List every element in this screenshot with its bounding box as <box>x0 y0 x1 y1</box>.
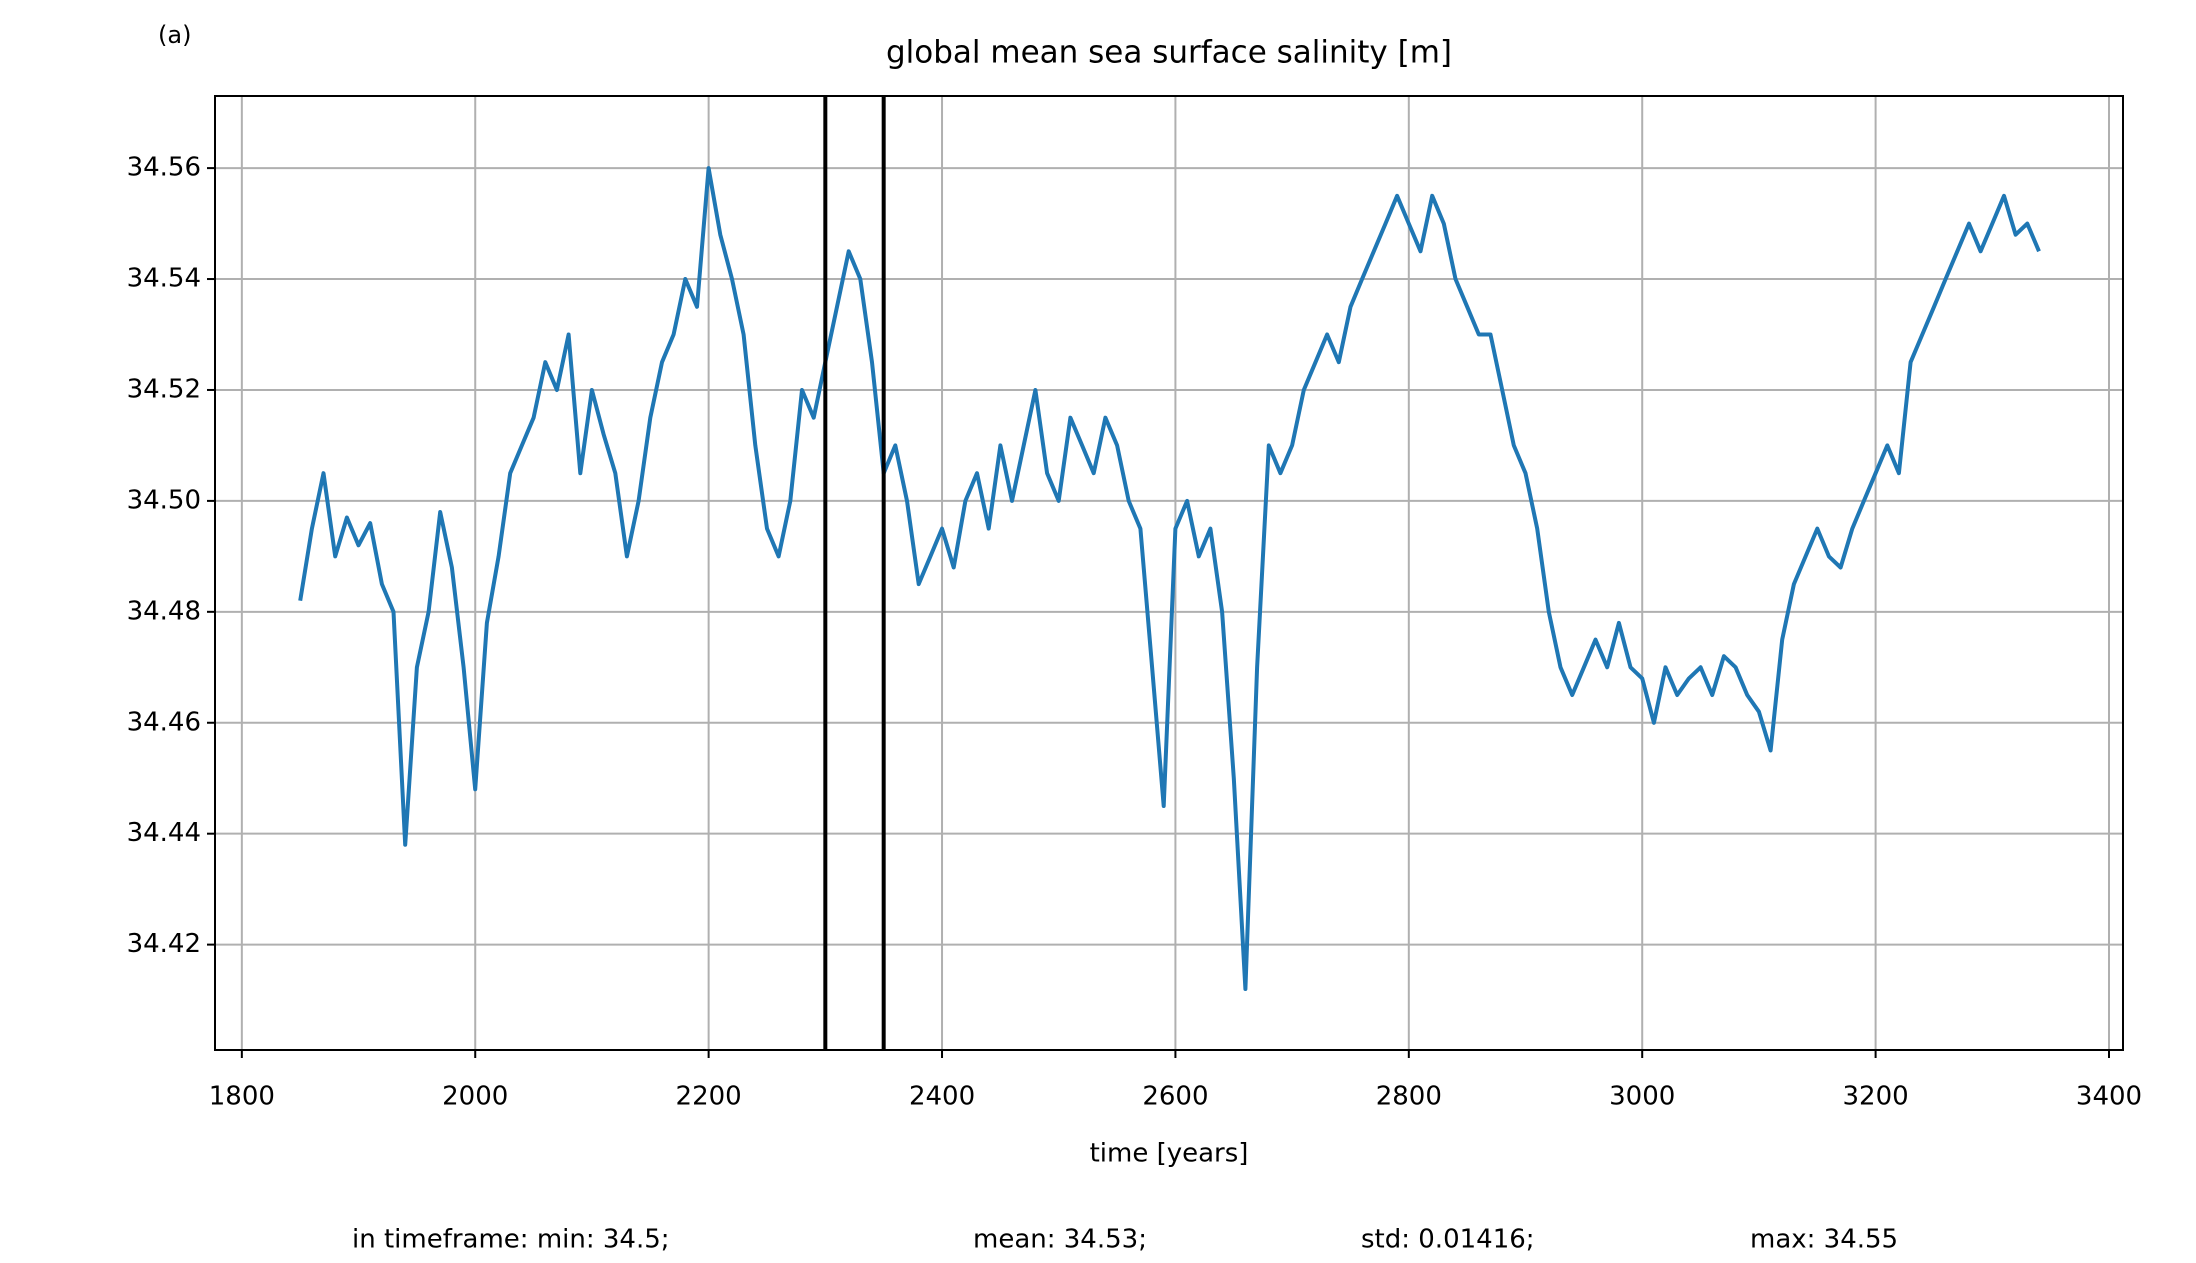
data-line <box>298 166 2041 991</box>
y-tick-label: 34.48 <box>127 596 201 626</box>
x-tick-label: 3000 <box>1609 1082 1675 1112</box>
x-tick-label: 2000 <box>442 1082 508 1112</box>
footer-text: max: 34.55 <box>1750 1225 1898 1255</box>
plot-frame <box>214 95 2124 1051</box>
y-tick-label: 34.50 <box>127 485 201 515</box>
y-tick-label: 34.56 <box>127 153 201 183</box>
y-tick-label: 34.54 <box>127 264 201 294</box>
y-tick-label: 34.44 <box>127 818 201 848</box>
y-tick-label: 34.52 <box>127 374 201 404</box>
footer-text: in timeframe: min: 34.5; <box>352 1225 670 1255</box>
footer-text: std: 0.01416; <box>1361 1225 1535 1255</box>
panel-label: (a) <box>158 21 191 49</box>
x-tick-label: 3400 <box>2076 1082 2142 1112</box>
x-tick-label: 2800 <box>1376 1082 1442 1112</box>
y-tick-label: 34.46 <box>127 707 201 737</box>
x-tick-label: 2600 <box>1142 1082 1208 1112</box>
chart-title: global mean sea surface salinity [m] <box>886 35 1452 71</box>
footer-text: mean: 34.53; <box>973 1225 1147 1255</box>
x-tick-label: 3200 <box>1843 1082 1909 1112</box>
x-tick-label: 1800 <box>209 1082 275 1112</box>
x-tick-label: 2400 <box>909 1082 975 1112</box>
y-tick-label: 34.42 <box>127 929 201 959</box>
x-axis-label: time [years] <box>1090 1139 1249 1169</box>
x-tick-label: 2200 <box>676 1082 742 1112</box>
